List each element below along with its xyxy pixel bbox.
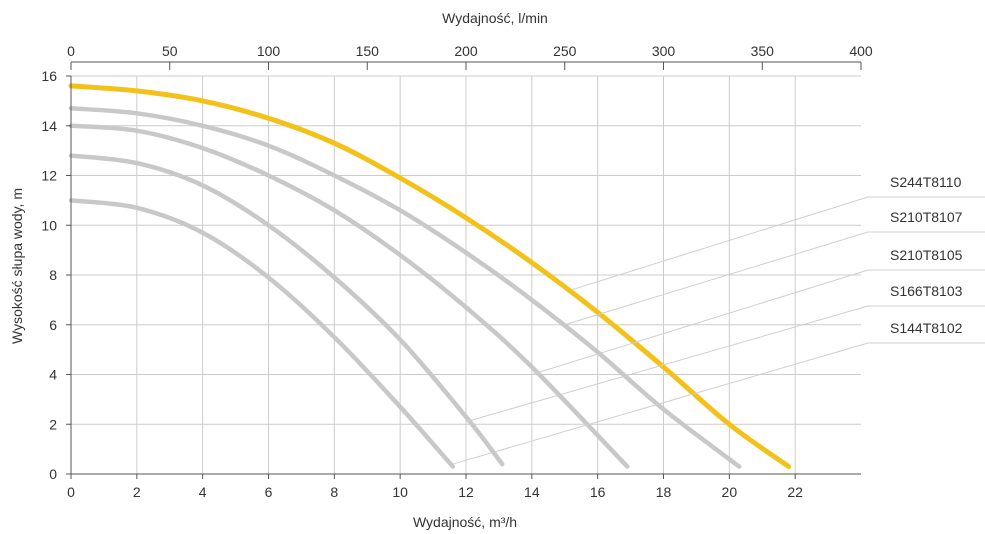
legend: S244T8110 S210T8107 S210T8105 S166T8103 S144… (890, 174, 963, 336)
x-axis-title: Wydajność, m³/h (413, 514, 517, 530)
x-tick-label: 0 (67, 484, 75, 500)
x2-axis-title: Wydajność, l/min (442, 10, 548, 26)
y-tick-label: 16 (41, 68, 57, 84)
x2-tick-label: 250 (553, 43, 577, 59)
legend-label-s166t8103: S166T8103 (890, 283, 963, 299)
series-line-s244t8110 (68, 83, 792, 469)
x2-tick-label: 100 (257, 43, 281, 59)
y-tick-label: 12 (41, 168, 57, 184)
x-tick-label: 4 (199, 484, 207, 500)
grid (71, 75, 861, 474)
y-tick-label: 8 (49, 267, 57, 283)
x-tick-label: 16 (590, 484, 606, 500)
x2-tick-label: 0 (67, 43, 75, 59)
legend-label-s210t8107: S210T8107 (890, 209, 963, 225)
x-tick-label: 10 (392, 484, 408, 500)
legend-leader-line (465, 305, 869, 423)
y-tick-label: 6 (49, 317, 57, 333)
series-line-s210t8107 (68, 106, 742, 469)
legend-label-s244t8110: S244T8110 (890, 174, 962, 190)
legend-label-s210t8105: S210T8105 (890, 247, 963, 263)
x-tick-label: 14 (524, 484, 540, 500)
x-tick-label: 20 (722, 484, 738, 500)
series-line-s144t8102 (68, 198, 456, 469)
x-tick-label: 2 (133, 484, 141, 500)
tick-labels: 0 2 4 6 8 10 12 14 16 18 20 22 0 2 4 6 8 10 12 14 16 0 50 100 15… (41, 43, 872, 500)
series-layer (68, 83, 792, 469)
axes (66, 61, 862, 479)
x-tick-label: 22 (787, 484, 803, 500)
legend-leaders (452, 196, 985, 465)
series-line-s166t8103 (68, 153, 505, 467)
x2-tick-label: 50 (162, 43, 178, 59)
legend-leader-line (531, 269, 869, 375)
x-tick-label: 18 (656, 484, 672, 500)
y-tick-label: 0 (49, 466, 57, 482)
x2-tick-label: 150 (356, 43, 380, 59)
legend-leader-line (452, 342, 869, 465)
x-tick-label: 8 (330, 484, 338, 500)
y-tick-label: 10 (41, 217, 57, 233)
y-tick-label: 14 (41, 118, 57, 134)
legend-leader-line (564, 231, 869, 326)
x2-tick-label: 300 (652, 43, 676, 59)
y-axis-title: Wysokość słupa wody, m (9, 188, 25, 344)
y-tick-label: 2 (49, 416, 57, 432)
x-tick-label: 6 (265, 484, 273, 500)
legend-leader-line (571, 196, 869, 291)
series-line-s210t8105 (68, 123, 630, 469)
x2-tick-label: 400 (849, 43, 873, 59)
legend-label-s144t8102: S144T8102 (890, 320, 963, 336)
x-tick-label: 12 (458, 484, 474, 500)
y-tick-label: 4 (49, 367, 57, 383)
x2-tick-label: 350 (751, 43, 775, 59)
x2-tick-label: 200 (454, 43, 478, 59)
